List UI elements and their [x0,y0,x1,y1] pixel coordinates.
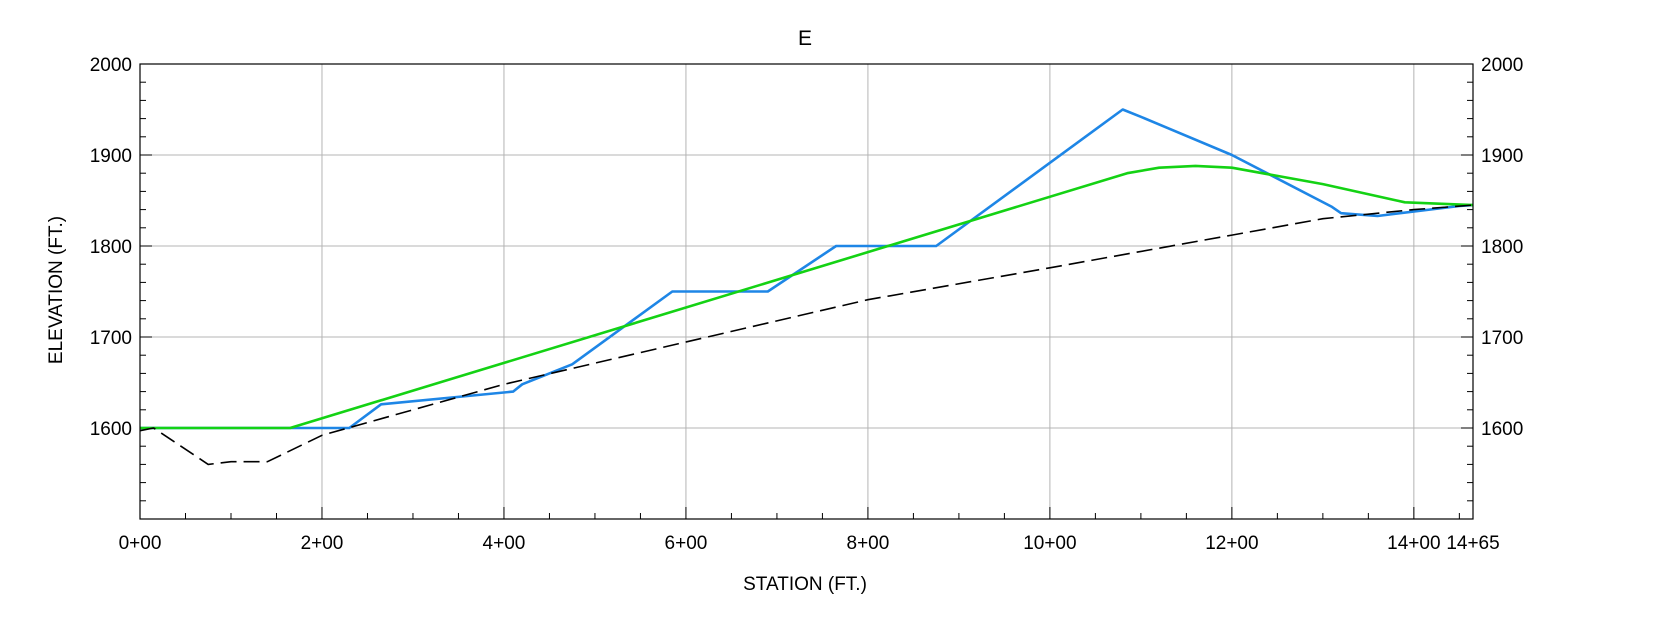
series-line-1 [140,108,1474,430]
y-tick-labels: 1600 1600 1700 1700 1800 1800 1900 1900 2000 2000 [90,55,1524,440]
y-tick-label-right: 1900 [1481,146,1523,167]
minor-ticks [139,63,1474,520]
x-axis-label: STATION (FT.) [743,574,867,595]
grid [140,64,1473,519]
y-tick-label-right: 1600 [1481,419,1523,440]
x-tick-label: 2+00 [301,533,344,554]
series-line-2 [140,164,1474,430]
x-tick-label: 4+00 [483,533,526,554]
x-tick-label: 0+00 [119,533,162,554]
x-tick-label: 6+00 [665,533,708,554]
x-tick-label: 8+00 [847,533,890,554]
chart-title: E [798,27,812,50]
x-tick-label: 10+00 [1023,533,1076,554]
y-tick-label-left: 1700 [90,328,132,349]
series-group [139,108,1474,466]
y-tick-label-left: 1800 [90,237,132,258]
x-tick-label: 12+00 [1205,533,1258,554]
y-tick-label-left: 1600 [90,419,132,440]
y-tick-label-right: 2000 [1481,55,1523,76]
y-tick-label-left: 1900 [90,146,132,167]
x-tick-label: 14+00 [1387,533,1440,554]
x-tick-label: 14+65 [1446,533,1499,554]
plot-frame [139,63,1474,520]
y-tick-label-right: 1800 [1481,237,1523,258]
y-tick-label-right: 1700 [1481,328,1523,349]
series-line-3 [139,204,1474,466]
y-axis-label: ELEVATION (FT.) [46,216,67,364]
y-tick-label-left: 2000 [90,55,132,76]
x-tick-labels: 0+00 2+00 4+00 6+00 8+00 10+00 12+00 14+00 14+65 [119,533,1500,554]
